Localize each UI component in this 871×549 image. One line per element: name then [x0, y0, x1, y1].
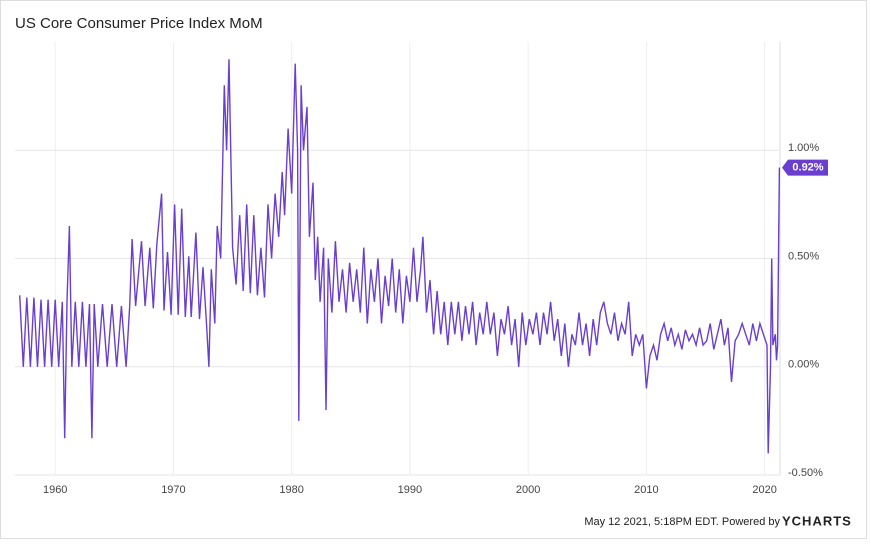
chart-title: US Core Consumer Price Index MoM [15, 15, 263, 32]
x-tick-label: 1990 [398, 484, 422, 496]
y-tick-label: -0.50% [788, 467, 823, 479]
last-value-box [782, 159, 828, 176]
x-tick-label: 1970 [161, 484, 185, 496]
line [19, 59, 781, 454]
brand: YCHARTS [782, 513, 852, 528]
footer: May 12 2021, 5:18PM EDT. Powered by [584, 516, 780, 528]
y-tick-label: 0.50% [788, 250, 819, 262]
last-value-label: 0.92% [792, 161, 823, 173]
x-tick-label: 1980 [279, 484, 303, 496]
frame [0, 0, 867, 539]
y-tick-label: 0.00% [788, 359, 819, 371]
x-tick-label: 2010 [634, 484, 658, 496]
x-tick-label: 2000 [516, 484, 540, 496]
x-tick-label: 1960 [43, 484, 67, 496]
y-tick-label: 1.00% [788, 142, 819, 154]
x-tick-label: 2020 [752, 484, 776, 496]
